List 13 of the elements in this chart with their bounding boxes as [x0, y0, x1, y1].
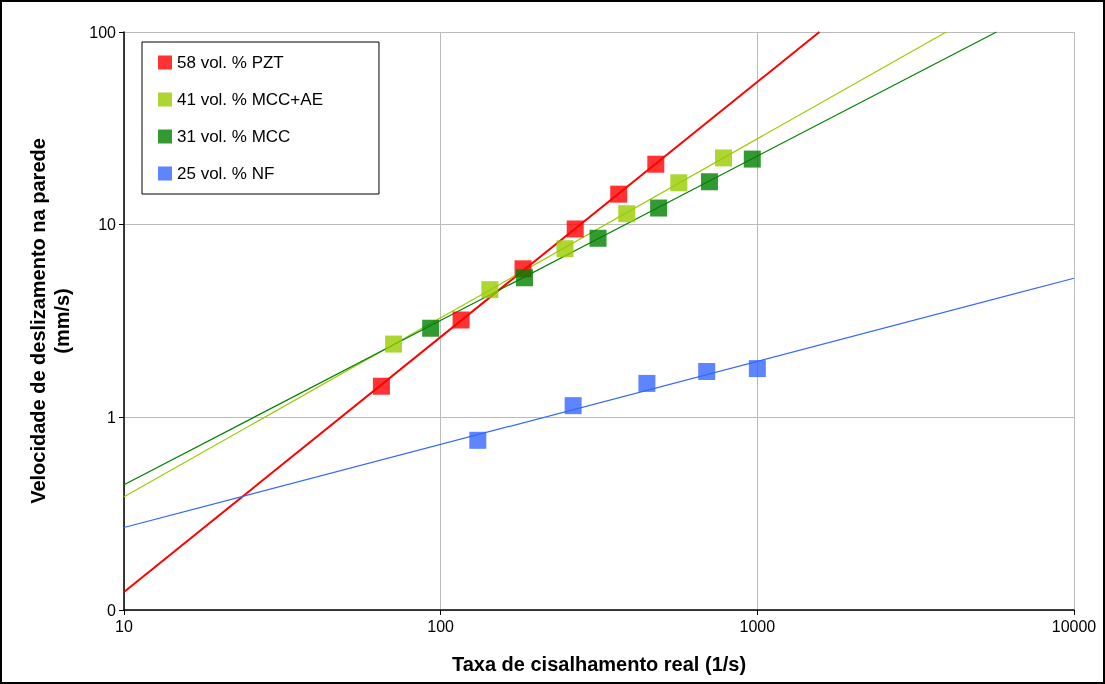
legend-label: 31 vol. % MCC — [177, 127, 291, 146]
legend-label: 25 vol. % NF — [177, 164, 275, 183]
y-tick-label: 100 — [89, 23, 117, 41]
y-axis-title: Velocidade de deslizamento na parede (mm/s) — [27, 138, 73, 504]
x-tick-label: 10000 — [1051, 617, 1097, 635]
y-tick-label: 0 — [107, 601, 117, 619]
x-tick-label: 1000 — [739, 617, 776, 635]
legend-label: 58 vol. % PZT — [177, 53, 284, 72]
legend-label: 41 vol. % MCC+AE — [177, 90, 323, 109]
x-tick-label: 100 — [427, 617, 455, 635]
x-axis-title: Taxa de cisalhamento real (1/s) — [451, 653, 747, 675]
y-tick-label: 10 — [98, 216, 117, 234]
y-tick-label: 1 — [107, 408, 117, 426]
